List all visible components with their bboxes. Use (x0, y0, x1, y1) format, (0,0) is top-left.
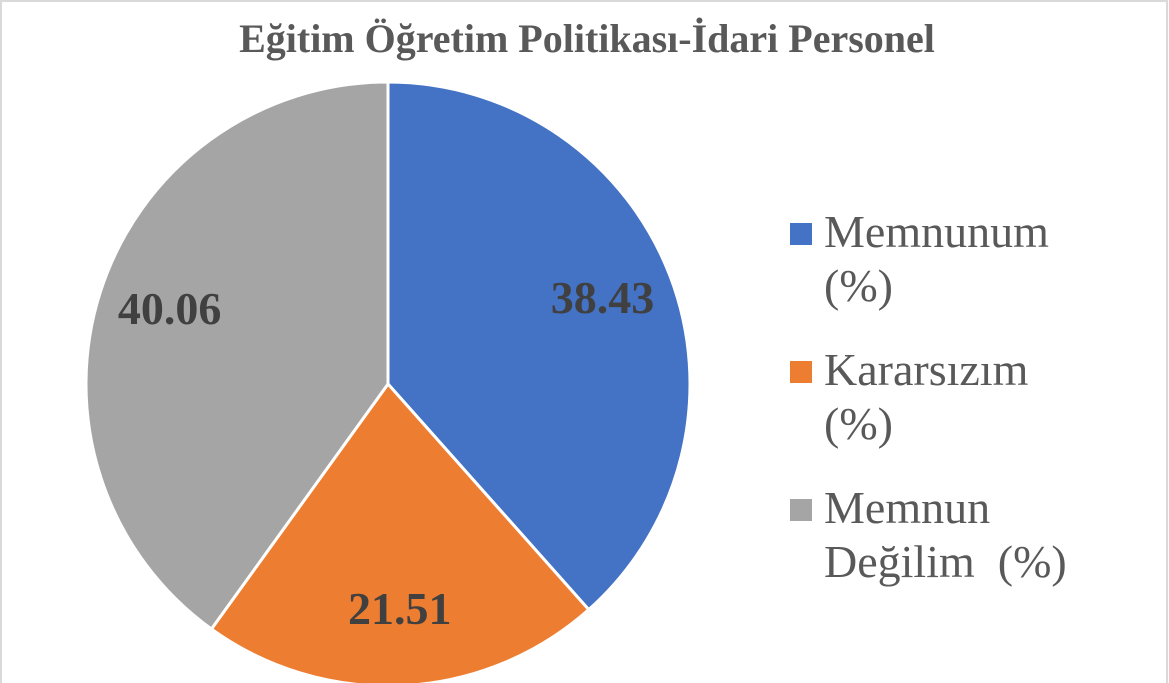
pie-slice (209, 381, 591, 683)
pie-slice (84, 80, 390, 632)
data-label: 40.06 (118, 283, 222, 334)
chart-title: Eğitim Öğretim Politikası-İdari Personel (239, 16, 935, 61)
legend-swatch (790, 223, 812, 245)
pie: 38.43 21.51 40.06 (84, 80, 692, 683)
legend-label: Kararsızım (%) (824, 344, 1052, 449)
pie-slice (386, 80, 692, 612)
legend-label: Memnunum (%) (824, 206, 1061, 311)
legend-swatch (790, 361, 812, 383)
legend-item: Kararsızım (%) (790, 343, 1120, 451)
legend-item: Memnunum (%) (790, 205, 1120, 313)
legend-label: Memnun Değilim (%) (824, 482, 1067, 587)
legend: Memnunum (%) Kararsızım (%) Memnun Değilim… (790, 205, 1120, 619)
data-label: 38.43 (551, 272, 655, 323)
legend-item: Memnun Değilim (%) (790, 481, 1120, 589)
data-label: 21.51 (348, 583, 452, 634)
legend-swatch (790, 499, 812, 521)
